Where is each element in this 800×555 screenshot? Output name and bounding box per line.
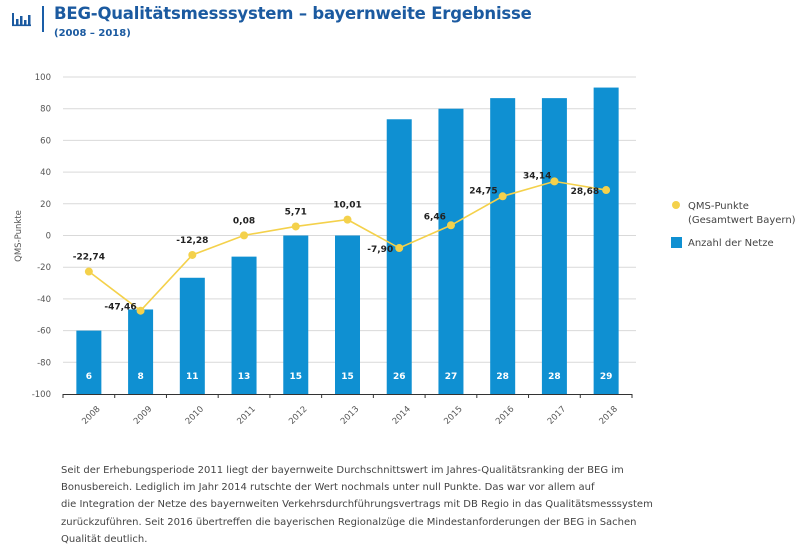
bar-value-label: 29 — [600, 372, 613, 382]
header-divider — [42, 6, 44, 32]
qms-value-label: 0,08 — [233, 216, 255, 226]
description-line: Seit der Erhebungsperiode 2011 liegt der… — [61, 465, 624, 476]
bar-value-label: 26 — [393, 372, 406, 382]
description-line: Qualität deutlich. — [61, 533, 148, 545]
x-tick-label: 2015 — [442, 404, 464, 426]
description-line: zurückzuführen. Seit 2016 übertreffen di… — [61, 516, 637, 528]
qms-value-label: -7,90 — [367, 245, 393, 255]
y-tick-label: -20 — [37, 263, 51, 273]
legend-line-marker — [672, 201, 680, 209]
description-line: die Integration der Netze des bayernweit… — [61, 499, 653, 511]
x-tick-label: 2013 — [339, 404, 361, 426]
bar-value-label: 15 — [341, 372, 354, 382]
bar — [283, 235, 309, 394]
qms-point — [550, 177, 559, 186]
chart-title: BEG-Qualitätsmesssystem – bayernweite Er… — [54, 4, 532, 23]
qms-point — [136, 306, 145, 315]
x-tick-label: 2014 — [391, 404, 413, 426]
qms-value-label: 10,01 — [333, 201, 361, 211]
combo-chart: 100 80 60 40 20 0 -20 -40 -60 -80 -100 QMS-Punkte … — [14, 73, 796, 427]
line-series: -22,74 -47,46 -12,28 0,08 5,71 10,01 -7,90 6,46… — [73, 171, 611, 315]
y-tick-label: -40 — [37, 295, 51, 305]
bar — [76, 330, 102, 394]
legend-label-qms: QMS-Punkte — [688, 201, 749, 212]
legend-label-netze: Anzahl der Netze — [688, 238, 774, 249]
bar — [541, 98, 567, 394]
bar-value-label: 6 — [86, 372, 92, 382]
qms-value-label: -47,46 — [104, 303, 136, 313]
bar — [386, 119, 412, 395]
qms-value-label: 34,14 — [523, 171, 551, 181]
x-tick-label: 2016 — [494, 404, 516, 426]
legend: QMS-Punkte (Gesamtwert Bayern) Anzahl de… — [671, 201, 796, 249]
qms-value-label: 28,68 — [571, 187, 599, 197]
x-axis: 2008 2009 2010 2011 2012 2013 2014 2015 2016 2017… — [62, 394, 633, 427]
bar-value-label: 15 — [290, 372, 303, 382]
qms-value-label: 5,71 — [285, 207, 307, 217]
bar-value-label: 27 — [445, 372, 458, 382]
bar — [128, 309, 154, 394]
y-tick-label: 40 — [40, 168, 51, 178]
legend-label-qms-sub: (Gesamtwert Bayern) — [688, 215, 796, 226]
y-tick-label: 60 — [40, 136, 51, 146]
bar — [593, 87, 619, 395]
x-tick-label: 2017 — [546, 404, 568, 426]
qms-point — [446, 221, 455, 230]
bar-chart-icon — [12, 13, 31, 27]
qms-value-label: 6,46 — [424, 212, 446, 222]
y-axis-label: QMS-Punkte — [14, 210, 24, 262]
qms-value-label: -12,28 — [176, 236, 208, 246]
bar — [335, 235, 360, 394]
qms-point — [188, 250, 197, 259]
x-tick-label: 2011 — [235, 404, 257, 426]
description-line: Bonusbereich. Lediglich im Jahr 2014 rut… — [61, 482, 595, 494]
bar — [438, 108, 464, 394]
x-tick-label: 2018 — [598, 404, 620, 426]
bar-value-label: 11 — [186, 372, 199, 382]
qms-point — [240, 231, 249, 240]
y-tick-label: 100 — [35, 73, 51, 83]
x-tick-label: 2009 — [132, 404, 154, 426]
y-tick-label: 20 — [40, 200, 51, 210]
bar — [231, 256, 257, 394]
qms-point — [395, 244, 404, 253]
y-axis-ticks: 100 80 60 40 20 0 -20 -40 -60 -80 -100 — [32, 73, 51, 400]
bar-value-label: 28 — [548, 372, 561, 382]
bar-value-label: 28 — [496, 372, 509, 382]
y-tick-label: -60 — [37, 327, 51, 337]
legend-bar-marker — [671, 237, 682, 248]
x-tick-label: 2012 — [287, 404, 309, 426]
x-tick-label: 2008 — [80, 404, 102, 426]
y-tick-label: -100 — [32, 390, 51, 400]
qms-point — [343, 215, 352, 224]
qms-point — [84, 267, 93, 276]
bar-series: 6 8 11 13 15 15 26 27 28 28 29 — [76, 87, 619, 395]
qms-point — [498, 192, 507, 201]
description-text: Seit der Erhebungsperiode 2011 liegt der… — [61, 462, 761, 548]
bar — [179, 277, 205, 394]
chart-subtitle: (2008 – 2018) — [54, 28, 131, 39]
y-tick-label: 0 — [46, 232, 51, 242]
bar-value-label: 8 — [137, 372, 143, 382]
qms-point — [602, 186, 611, 195]
y-tick-label: 80 — [40, 105, 51, 115]
y-tick-label: -80 — [37, 358, 51, 368]
qms-value-label: -22,74 — [73, 253, 105, 263]
bar — [490, 98, 516, 394]
bar-value-label: 13 — [238, 372, 251, 382]
x-tick-label: 2010 — [184, 404, 206, 426]
qms-point — [291, 222, 300, 231]
qms-value-label: 24,75 — [469, 186, 497, 196]
